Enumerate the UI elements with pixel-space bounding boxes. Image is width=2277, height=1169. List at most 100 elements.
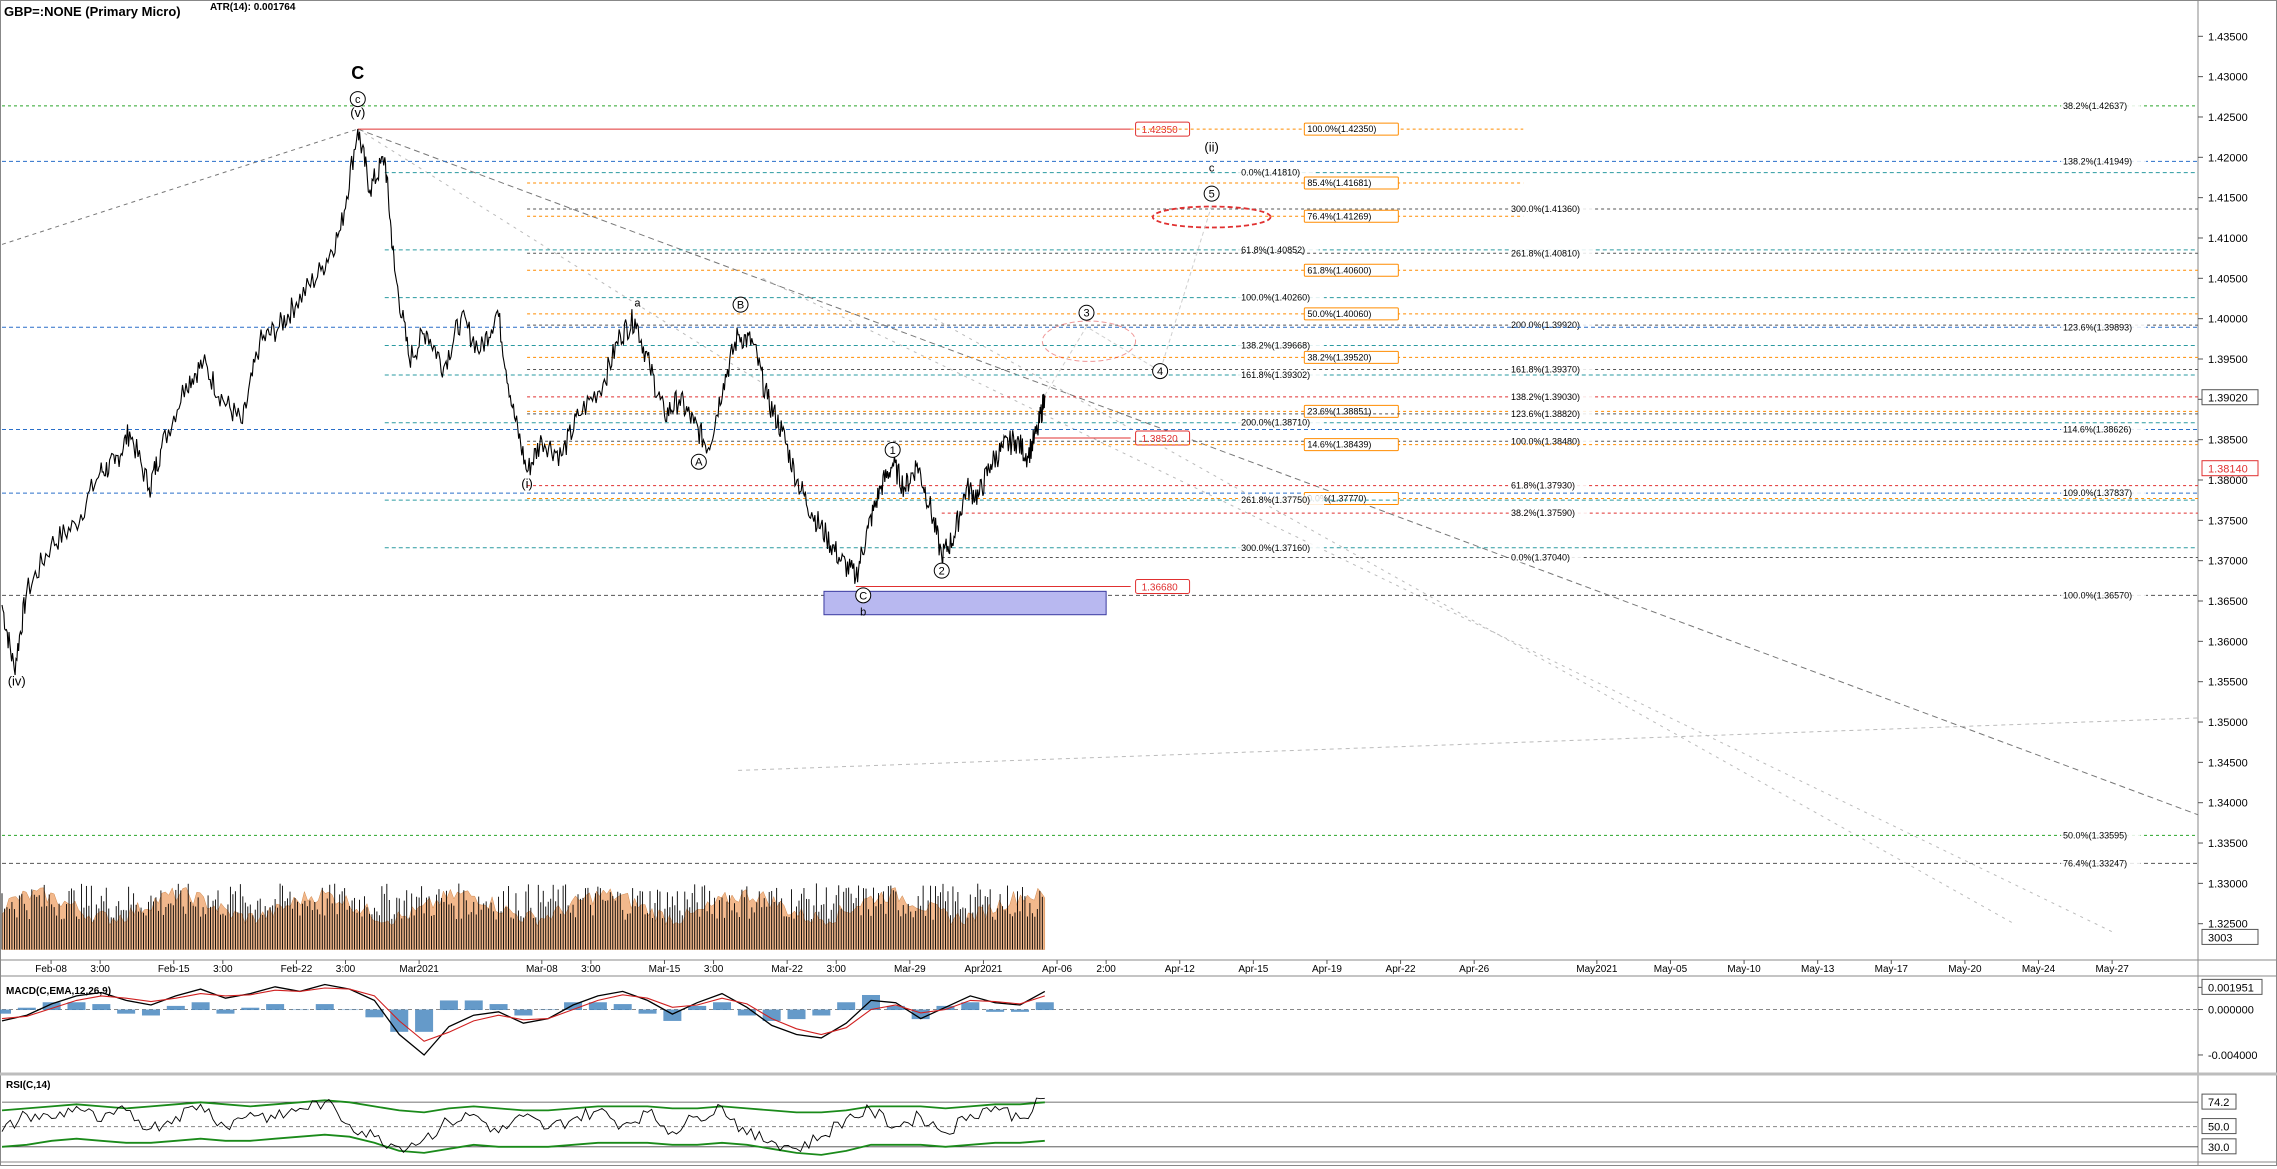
macd-histogram-bar [92, 1004, 111, 1011]
fib-level-label: 61.8%(1.37930) [1508, 480, 1589, 491]
y-tick-label: 1.35000 [2208, 717, 2248, 729]
symbol-title: GBP=:NONE (Primary Micro) [4, 4, 181, 19]
wave-label-text: 4 [1157, 366, 1163, 378]
fib-label-bg [1239, 542, 1325, 553]
x-tick-label: Feb-08 [35, 964, 67, 975]
fib-label-text: 100.0%(1.38480) [1511, 436, 1580, 446]
fib-level-label: 261.8%(1.40810) [1508, 248, 1594, 259]
fib-level-label: 100.0%(1.36570) [2061, 590, 2147, 601]
fib-level-label: 114.6%(1.38626) [2061, 424, 2147, 435]
wave-label-text: (iv) [8, 674, 26, 689]
wave-label-text: C [859, 590, 867, 602]
fib-label-bg [2061, 488, 2147, 499]
fib-label-text: 138.2%(1.39668) [1241, 340, 1310, 350]
y-tick-label: 1.40000 [2208, 314, 2248, 326]
fib-label-text: 0.0%(1.37770) [1307, 494, 1366, 504]
macd-histogram-bar [42, 1002, 61, 1011]
fib-label-text: 100.0%(1.40260) [1241, 293, 1310, 303]
trendline [762, 277, 2113, 933]
x-tick-label: May-10 [1727, 964, 1761, 975]
fib-level-label: 0.0%(1.37040) [1508, 552, 1584, 563]
x-tick-label: 3:00 [336, 964, 356, 975]
macd-histogram-bar [539, 1009, 558, 1011]
wave-label: (i) [521, 476, 533, 491]
macd-histogram-bar [290, 1009, 309, 1011]
fib-level-label: 100.0%(1.40260) [1239, 292, 1325, 303]
wave-label: c [1209, 162, 1215, 174]
fib-label-bg [1239, 167, 1314, 178]
fib-level-label: 0.0%(1.37770) [1303, 492, 1399, 506]
fib-level-label: 138.2%(1.39668) [1239, 340, 1325, 351]
x-tick-label: Mar-29 [894, 964, 926, 975]
rsi-title: RSI(C,14) [6, 1080, 51, 1091]
fib-label-text: 14.6%(1.38439) [1307, 440, 1371, 450]
macd-histogram-bar [787, 1009, 806, 1020]
trendline [738, 717, 2199, 771]
fib-label-text: 300.0%(1.41360) [1511, 204, 1580, 214]
fib-level-label: 300.0%(1.41360) [1508, 203, 1594, 214]
fib-label-text: 85.4%(1.41681) [1307, 178, 1371, 188]
x-tick-label: Apr2021 [965, 964, 1003, 975]
fib-label-text: 61.8%(1.40600) [1307, 265, 1371, 275]
wave-label-text: 3 [1083, 308, 1089, 320]
fib-label-text: 0.0%(1.41810) [1241, 168, 1300, 178]
macd-histogram-bar [861, 994, 880, 1011]
y-tick-label: 1.42000 [2208, 152, 2248, 164]
price-tag-box [2201, 460, 2259, 477]
rsi-value-box [2201, 1093, 2237, 1110]
macd-histogram-bar [464, 1000, 483, 1011]
macd-histogram-bar [241, 1007, 260, 1011]
wave-circle [1203, 185, 1220, 202]
wave-label-text: a [634, 298, 641, 310]
rsi-value-box [2201, 1118, 2237, 1135]
macd-histogram-bar [17, 1007, 36, 1011]
x-tick-label: Apr-15 [1238, 964, 1268, 975]
x-tick-label: May-24 [2022, 964, 2056, 975]
macd-series-line [1, 987, 1045, 1042]
fib-level-label: 23.6%(1.38851) [1303, 404, 1399, 418]
wave-label: C [855, 587, 872, 604]
fib-label-text: 109.0%(1.37837) [2063, 488, 2132, 498]
x-tick-label: May-20 [1948, 964, 1982, 975]
wave-label: 3 [1078, 304, 1095, 321]
rsi-series-line [1, 1097, 1045, 1153]
atr-readout: ATR(14): 0.001764 [210, 2, 296, 13]
fib-label-text: 23.6%(1.38851) [1307, 406, 1371, 416]
fib-label-text: 161.8%(1.39370) [1511, 364, 1580, 374]
fib-label-bg [2061, 100, 2141, 111]
fib-level-label: 123.6%(1.38820) [1508, 408, 1594, 419]
fib-label-bg [1508, 364, 1594, 375]
fib-label-bg [1239, 340, 1325, 351]
wave-label-text: c [355, 94, 361, 106]
fib-label-box [1303, 263, 1399, 277]
macd-histogram-bar [564, 1002, 583, 1011]
macd-histogram-bar [762, 1009, 781, 1021]
fib-label-box [1303, 176, 1399, 190]
fib-level-label: 38.2%(1.39520) [1303, 350, 1399, 364]
macd-histogram-bar [117, 1009, 136, 1014]
target-tag-box [1135, 578, 1191, 594]
wave-label-text: A [695, 457, 703, 469]
trendline [357, 128, 2199, 816]
price-target-tag: 1.36680 [1135, 578, 1191, 594]
macd-histogram-bar [688, 1005, 707, 1011]
fib-label-bg [1508, 408, 1594, 419]
macd-histogram-bar [67, 1002, 86, 1011]
fib-level-label: 85.4%(1.41681) [1303, 176, 1399, 190]
macd-histogram-bar [514, 1009, 533, 1016]
fib-level-label: 61.8%(1.40600) [1303, 263, 1399, 277]
fib-level-label: 300.0%(1.37160) [1239, 542, 1325, 553]
fib-label-bg [2061, 424, 2147, 435]
macd-y-tick-label: 0.000000 [2208, 1005, 2254, 1017]
fib-label-text: 261.8%(1.40810) [1511, 248, 1580, 258]
fib-label-text: 38.2%(1.37590) [1511, 508, 1575, 518]
fib-level-label: 138.2%(1.41949) [2061, 156, 2147, 167]
y-tick-label: 1.34500 [2208, 757, 2248, 769]
macd-histogram-bar [0, 1009, 11, 1014]
price-series [1, 129, 1046, 676]
fib-label-bg [1239, 244, 1319, 255]
wave-circle [732, 296, 749, 313]
fib-label-bg [1508, 248, 1594, 259]
